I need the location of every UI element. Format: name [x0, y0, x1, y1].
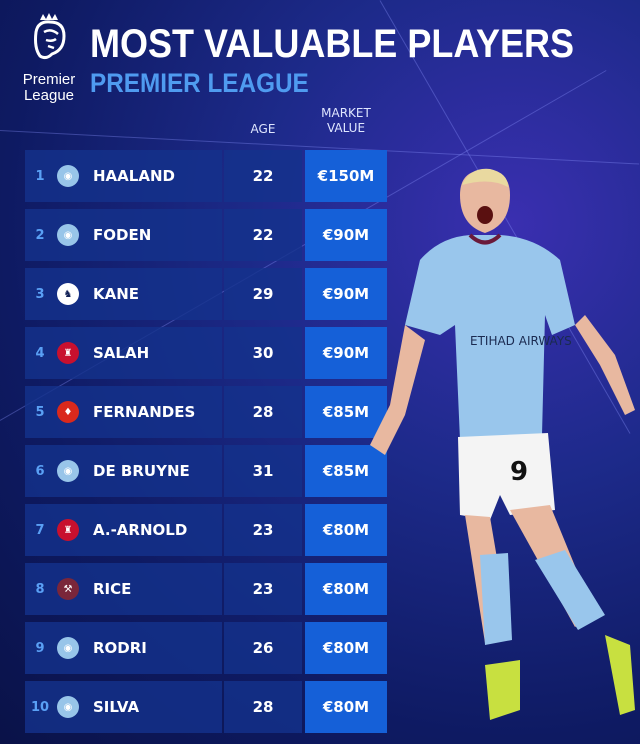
player-cell: 2 ◉ FODEN [25, 209, 222, 261]
player-name: SALAH [93, 344, 150, 362]
player-name: SILVA [93, 698, 140, 716]
table-row: 10 ◉ SILVA 28 €80M [25, 681, 387, 733]
table-row: 2 ◉ FODEN 22 €90M [25, 209, 387, 261]
table-row: 7 ♜ A.-ARNOLD 23 €80M [25, 504, 387, 556]
market-value-cell: €90M [305, 268, 387, 320]
player-cell: 9 ◉ RODRI [25, 622, 222, 674]
age-cell: 23 [224, 563, 302, 615]
liverpool-crest-icon: ♜ [57, 519, 79, 541]
rank: 8 [35, 581, 45, 597]
rank: 5 [35, 404, 45, 420]
age-cell: 30 [224, 327, 302, 379]
age-cell: 31 [224, 445, 302, 497]
tottenham-crest-icon: ♞ [57, 283, 79, 305]
player-cell: 5 ♦ FERNANDES [25, 386, 222, 438]
table-row: 4 ♜ SALAH 30 €90M [25, 327, 387, 379]
player-cell: 4 ♜ SALAH [25, 327, 222, 379]
shirt-sponsor: ETIHAD AIRWAYS [470, 334, 572, 348]
market-value-cell: €80M [305, 681, 387, 733]
man-united-crest-icon: ♦ [57, 401, 79, 423]
man-city-crest-icon: ◉ [57, 637, 79, 659]
age-header: AGE [250, 122, 276, 136]
age-cell: 22 [224, 209, 302, 261]
rank: 7 [35, 522, 45, 538]
lion-icon [34, 13, 66, 60]
age-cell: 28 [224, 386, 302, 438]
table-row: 6 ◉ DE BRUYNE 31 €85M [25, 445, 387, 497]
table-row: 5 ♦ FERNANDES 28 €85M [25, 386, 387, 438]
player-cell: 6 ◉ DE BRUYNE [25, 445, 222, 497]
age-cell: 22 [224, 150, 302, 202]
age-cell: 23 [224, 504, 302, 556]
rank: 4 [35, 345, 45, 361]
market-value-cell: €90M [305, 209, 387, 261]
player-cell: 7 ♜ A.-ARNOLD [25, 504, 222, 556]
table-row: 3 ♞ KANE 29 €90M [25, 268, 387, 320]
player-name: FODEN [93, 226, 152, 244]
header-line: MARKET [321, 106, 371, 120]
rank: 10 [30, 699, 50, 715]
player-name: DE BRUYNE [93, 462, 190, 480]
page-title: MOST VALUABLE PLAYERS [90, 22, 575, 66]
man-city-crest-icon: ◉ [57, 460, 79, 482]
table-row: 8 ⚒ RICE 23 €80M [25, 563, 387, 615]
logo-text: League [23, 87, 75, 104]
player-name: KANE [93, 285, 140, 303]
page-subtitle: PREMIER LEAGUE [90, 68, 309, 98]
rank: 1 [35, 168, 45, 184]
market-value-cell: €90M [305, 327, 387, 379]
liverpool-crest-icon: ♜ [57, 342, 79, 364]
age-cell: 26 [224, 622, 302, 674]
man-city-crest-icon: ◉ [57, 165, 79, 187]
header-line: VALUE [326, 121, 366, 135]
market-value-cell: €80M [305, 622, 387, 674]
rank: 9 [35, 640, 45, 656]
market-value-cell: €85M [305, 386, 387, 438]
table-row: 9 ◉ RODRI 26 €80M [25, 622, 387, 674]
player-name: A.-ARNOLD [93, 521, 188, 539]
man-city-crest-icon: ◉ [57, 224, 79, 246]
market-value-cell: €80M [305, 504, 387, 556]
player-cell: 1 ◉ HAALAND [25, 150, 222, 202]
player-name: FERNANDES [93, 403, 196, 421]
shirt-number: 9 [510, 457, 528, 487]
age-cell: 29 [224, 268, 302, 320]
player-cell: 8 ⚒ RICE [25, 563, 222, 615]
player-photo: ETIHAD AIRWAYS 9 [370, 168, 635, 720]
market-value-cell: €80M [305, 563, 387, 615]
player-cell: 3 ♞ KANE [25, 268, 222, 320]
logo-text: Premier [22, 71, 76, 88]
rank: 3 [35, 286, 45, 302]
rank: 6 [35, 463, 45, 479]
man-city-crest-icon: ◉ [57, 696, 79, 718]
market-value-cell: €150M [305, 150, 387, 202]
table-row: 1 ◉ HAALAND 22 €150M [25, 150, 387, 202]
age-cell: 28 [224, 681, 302, 733]
west-ham-crest-icon: ⚒ [57, 578, 79, 600]
player-cell: 10 ◉ SILVA [25, 681, 222, 733]
player-name: HAALAND [93, 167, 175, 185]
market-value-header: MARKET VALUE [305, 106, 387, 136]
market-value-cell: €85M [305, 445, 387, 497]
player-name: RICE [93, 580, 132, 598]
premier-league-logo: Premier League [18, 12, 80, 104]
player-name: RODRI [93, 639, 147, 657]
rank: 2 [35, 227, 45, 243]
